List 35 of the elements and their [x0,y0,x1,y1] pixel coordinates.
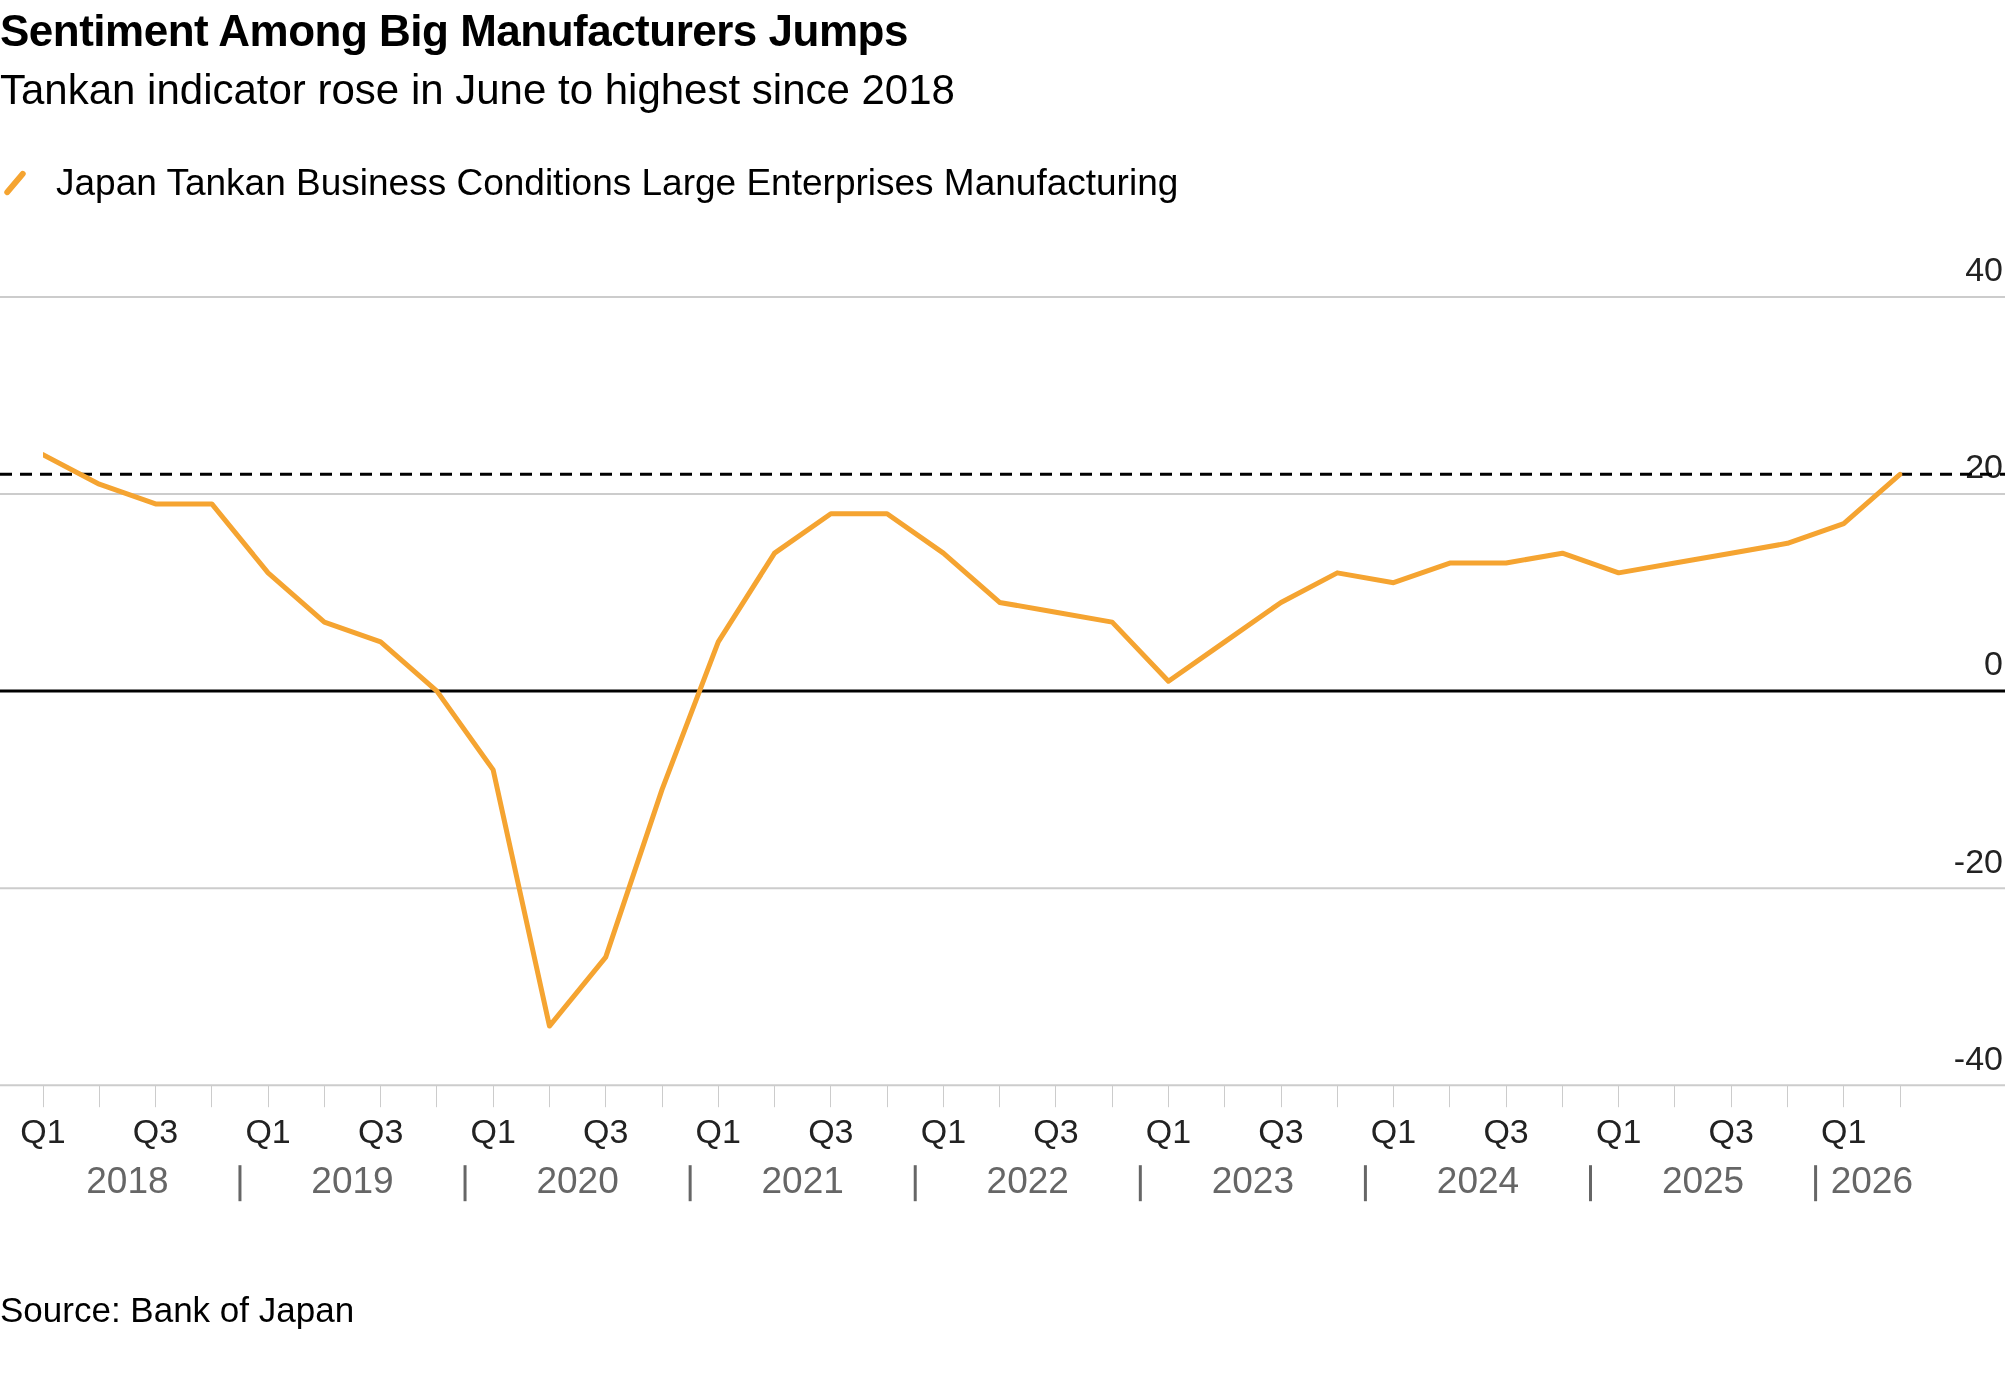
x-tick-label: Q1 [920,1111,967,1150]
y-tick-label: -20 [1953,841,2003,880]
text: 2026 [1830,1160,1914,1202]
x-tick-label: Q1 [695,1111,741,1150]
x-tick-label: Q3 [1258,1111,1304,1150]
x-tick-label: Q3 [808,1111,854,1150]
x-tick-label: Q3 [357,1111,404,1150]
text: 2019 [311,1160,394,1202]
x-tick-label: Q1 [1145,1111,1192,1150]
text: 2023 [1211,1160,1295,1202]
x-tick-label: Q1 [1370,1111,1417,1150]
x-tick-label: Q1 [1821,1111,1867,1150]
x-tick-label: Q3 [1483,1111,1529,1150]
x-tick-label: Q3 [1033,1111,1079,1150]
x-tick-label: Q3 [1708,1111,1754,1150]
text: 2018 [86,1160,169,1202]
text: 2022 [986,1160,1069,1202]
y-tick-label: 0 [1984,644,2003,683]
y-tick-label: 20 [1965,447,2003,486]
x-tick-label: Q1 [1595,1111,1642,1150]
chart-subtitle: Tankan indicator rose in June to highest since 2018 [0,66,955,114]
x-tick-label: Q3 [583,1111,629,1150]
x-tick-label: Q3 [132,1111,179,1150]
text: 2024 [1436,1160,1520,1202]
chart-title: Sentiment Among Big Manufacturers Jumps [0,6,908,56]
y-tick-label: 40 [1965,250,2003,289]
text: 2025 [1661,1160,1745,1202]
y-tick-label: -40 [1953,1038,2003,1077]
text: 2021 [761,1160,844,1202]
x-tick-label: Q1 [20,1111,66,1150]
x-tick-label: Q1 [245,1111,291,1150]
x-tick-label: Q1 [470,1111,516,1150]
source-note: Source: Bank of Japan [0,1290,355,1330]
text: 2020 [536,1160,619,1202]
legend-label: Japan Tankan Business Conditions Large Enterprises Manufacturing [56,162,1179,204]
